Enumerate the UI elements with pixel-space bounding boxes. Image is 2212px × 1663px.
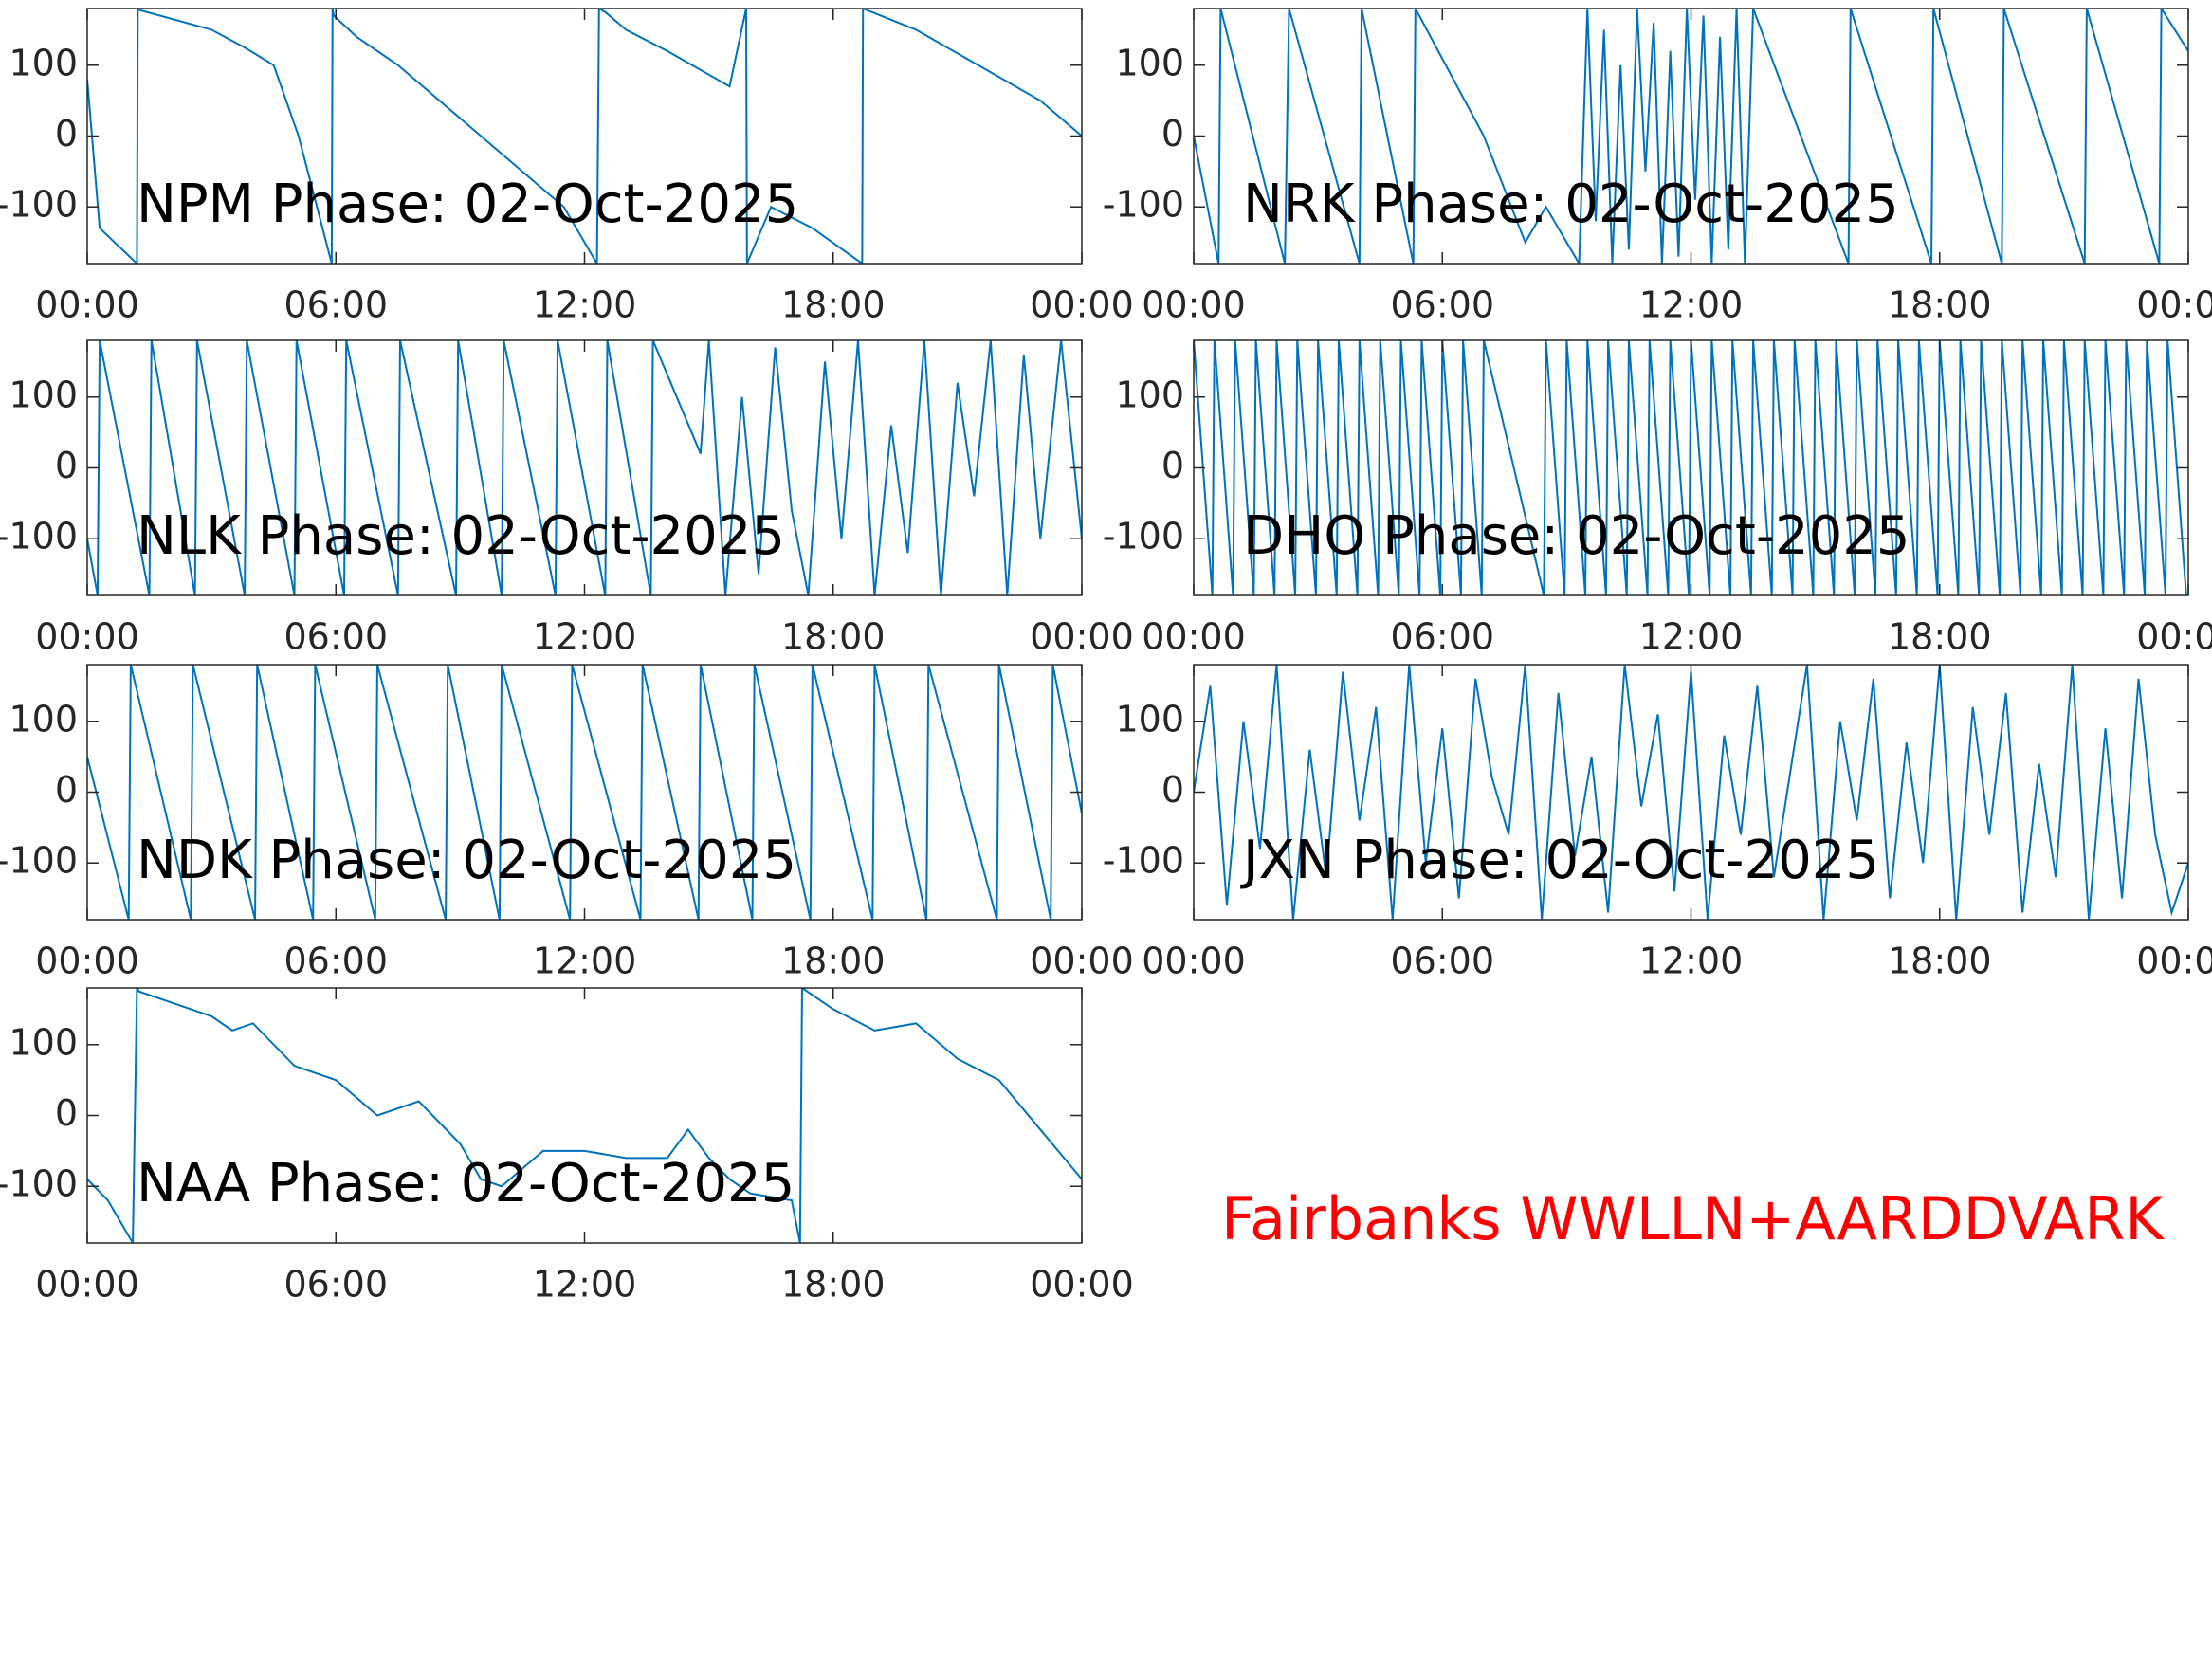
y-tick-label: -100 xyxy=(0,516,78,557)
panel-title: NPM Phase: 02-Oct-2025 xyxy=(137,174,798,235)
x-tick-label: 18:00 xyxy=(781,1264,886,1306)
x-tick-label: 06:00 xyxy=(1390,616,1494,658)
x-tick-label: 00:00 xyxy=(2136,284,2212,326)
y-tick-label: 100 xyxy=(1115,698,1184,740)
x-tick-label: 00:00 xyxy=(1142,941,1246,982)
y-tick-label: 100 xyxy=(9,1021,78,1063)
panel-title: JXN Phase: 02-Oct-2025 xyxy=(1240,830,1879,891)
x-tick-label: 12:00 xyxy=(533,616,637,658)
x-tick-label: 00:00 xyxy=(1030,284,1134,326)
y-tick-label: 0 xyxy=(55,1092,78,1134)
x-tick-label: 18:00 xyxy=(781,941,886,982)
panel: -100 0 100 00:00 06:00 12:00 18:00 00:00 NDK Pha… xyxy=(0,664,1134,982)
x-tick-label: 12:00 xyxy=(1639,616,1744,658)
y-tick-label: 0 xyxy=(1161,769,1184,811)
panel: -100 0 100 00:00 06:00 12:00 18:00 00:00 NRK Pha… xyxy=(1103,8,2212,326)
y-tick-label: 0 xyxy=(55,445,78,486)
x-tick-label: 06:00 xyxy=(283,616,388,658)
y-tick-label: 100 xyxy=(9,42,78,83)
x-tick-label: 00:00 xyxy=(35,1264,139,1306)
x-tick-label: 00:00 xyxy=(35,616,139,658)
x-tick-label: 00:00 xyxy=(1030,941,1134,982)
y-tick-label: 0 xyxy=(55,113,78,155)
x-tick-label: 18:00 xyxy=(1888,941,1992,982)
x-tick-label: 12:00 xyxy=(533,941,637,982)
y-tick-label: 0 xyxy=(1161,113,1184,155)
figure-annotation: Fairbanks WWLLN+AARDDVARK xyxy=(1221,1184,2165,1253)
phase-line xyxy=(87,665,1082,920)
y-tick-label: 100 xyxy=(9,698,78,740)
panel: -100 0 100 00:00 06:00 12:00 18:00 00:00 NAA Pha… xyxy=(0,987,1134,1306)
y-tick-label: 100 xyxy=(1115,374,1184,415)
y-tick-label: 0 xyxy=(1161,445,1184,486)
phase-line xyxy=(87,9,1082,264)
panel: -100 0 100 00:00 06:00 12:00 18:00 00:00 DHO Pha… xyxy=(1103,339,2212,658)
phase-line xyxy=(87,988,1082,1243)
panel: -100 0 100 00:00 06:00 12:00 18:00 00:00 NPM Pha… xyxy=(0,8,1134,326)
x-tick-label: 00:00 xyxy=(1142,616,1246,658)
x-tick-label: 06:00 xyxy=(1390,284,1494,326)
y-tick-label: -100 xyxy=(0,184,78,226)
x-tick-label: 12:00 xyxy=(533,1264,637,1306)
panel: -100 0 100 00:00 06:00 12:00 18:00 00:00 JXN Pha… xyxy=(1103,664,2212,982)
x-tick-label: 06:00 xyxy=(283,1264,388,1306)
x-tick-label: 12:00 xyxy=(1639,284,1744,326)
y-tick-label: 100 xyxy=(1115,42,1184,83)
y-tick-label: -100 xyxy=(0,1163,78,1205)
x-tick-label: 00:00 xyxy=(35,284,139,326)
y-tick-label: 0 xyxy=(55,769,78,811)
panel: -100 0 100 00:00 06:00 12:00 18:00 00:00 NLK Pha… xyxy=(0,339,1134,658)
x-tick-label: 00:00 xyxy=(2136,941,2212,982)
y-tick-label: 100 xyxy=(9,374,78,415)
y-tick-label: -100 xyxy=(0,840,78,882)
x-tick-label: 00:00 xyxy=(1142,284,1246,326)
y-tick-label: -100 xyxy=(1103,516,1184,557)
x-tick-label: 18:00 xyxy=(1888,616,1992,658)
x-tick-label: 00:00 xyxy=(2136,616,2212,658)
y-tick-label: -100 xyxy=(1103,184,1184,226)
panel-title: DHO Phase: 02-Oct-2025 xyxy=(1243,505,1910,567)
y-tick-label: -100 xyxy=(1103,840,1184,882)
panel-title: NLK Phase: 02-Oct-2025 xyxy=(137,505,785,567)
phase-line xyxy=(1194,340,2187,595)
x-tick-label: 00:00 xyxy=(1030,1264,1134,1306)
x-tick-label: 06:00 xyxy=(283,284,388,326)
x-tick-label: 18:00 xyxy=(1888,284,1992,326)
panel-title: NDK Phase: 02-Oct-2025 xyxy=(137,830,796,891)
panel-title: NAA Phase: 02-Oct-2025 xyxy=(137,1153,795,1215)
x-tick-label: 06:00 xyxy=(1390,941,1494,982)
x-tick-label: 00:00 xyxy=(1030,616,1134,658)
x-tick-label: 18:00 xyxy=(781,616,886,658)
x-tick-label: 06:00 xyxy=(283,941,388,982)
phase-line xyxy=(1194,9,2188,264)
x-tick-label: 00:00 xyxy=(35,941,139,982)
x-tick-label: 12:00 xyxy=(533,284,637,326)
x-tick-label: 12:00 xyxy=(1639,941,1744,982)
panel-title: NRK Phase: 02-Oct-2025 xyxy=(1243,174,1899,235)
x-tick-label: 18:00 xyxy=(781,284,886,326)
